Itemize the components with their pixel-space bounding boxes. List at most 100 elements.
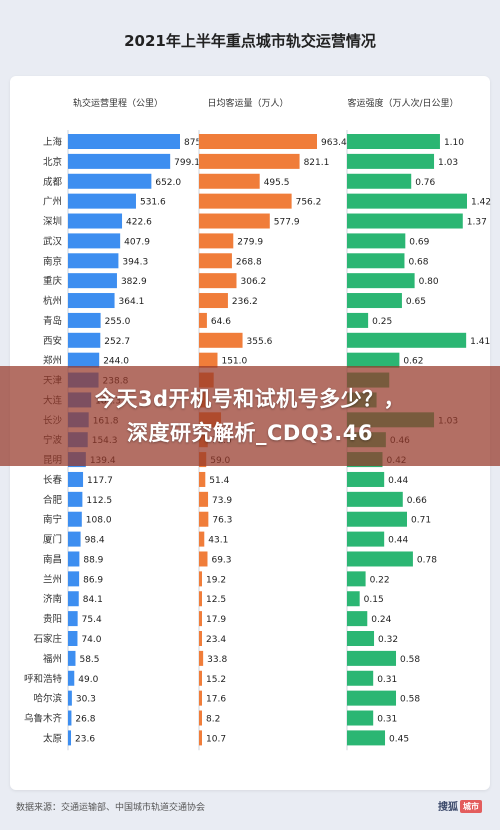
bar [199,134,317,149]
bar [347,491,403,507]
data-label: 0.65 [406,297,426,307]
bar [347,551,413,567]
bar [199,253,232,269]
logo-text: 搜狐 [438,802,458,813]
bar [68,273,117,289]
category-label: 青岛 [43,315,62,327]
bar [199,233,234,249]
data-label: 0.58 [400,695,420,705]
bar [68,571,80,587]
data-label: 756.2 [296,198,322,208]
category-label: 呼和浩特 [24,673,63,685]
bar [347,332,467,348]
data-label: 306.2 [241,277,267,287]
bar [68,471,84,487]
data-label: 12.5 [206,595,226,605]
data-label: 279.9 [237,237,263,247]
bar [347,293,402,309]
bar [68,134,180,149]
headline-banner[interactable]: 今天3d开机号和试机号多少？， 深度研究解析_CDQ3.46 [0,366,500,466]
bar [68,690,72,706]
data-label: 108.0 [86,516,112,526]
data-label: 151.0 [221,357,247,367]
bar [68,352,100,368]
data-label: 30.3 [76,695,96,705]
series-header-3: 客运强度（万人次/日公里） [347,97,458,109]
data-label: 0.78 [417,555,437,565]
bar [199,591,202,607]
bar [199,213,270,229]
category-label: 兰州 [43,573,62,585]
data-label: 98.4 [85,536,105,546]
category-label: 合肥 [43,494,63,506]
category-label: 太原 [43,732,62,744]
data-label: 364.1 [119,297,145,307]
category-label: 哈尔滨 [33,693,62,705]
headline-line-1: 今天3d开机号和试机号多少？， [94,387,406,411]
bar [347,312,369,328]
bar [199,193,292,209]
category-label: 南京 [43,255,62,267]
data-label: 244.0 [103,357,129,367]
bar [68,213,123,229]
data-label: 10.7 [206,734,226,744]
data-label: 382.9 [121,277,147,287]
category-label: 长春 [43,474,63,486]
data-label: 112.5 [86,496,112,506]
bar [199,670,202,686]
bar [199,730,202,746]
bar [347,273,415,289]
data-label: 495.5 [264,178,290,188]
data-label: 1.41 [470,337,490,347]
bar [68,253,119,269]
category-label: 广州 [43,196,62,208]
bar [347,511,407,527]
data-label: 75.4 [82,615,102,625]
bar [199,273,237,289]
category-label: 北京 [43,156,62,168]
data-label: 0.44 [388,476,408,486]
data-label: 0.15 [364,595,384,605]
bar [68,631,78,646]
data-label: 1.37 [467,218,487,228]
data-label: 1.10 [444,138,464,148]
data-label: 23.6 [75,734,95,744]
category-label: 石家庄 [33,633,62,645]
data-label: 74.0 [81,635,101,645]
bar [68,710,72,726]
data-label: 26.8 [75,715,95,725]
data-label: 407.9 [124,237,150,247]
data-label: 0.25 [372,317,392,327]
data-label: 531.6 [140,198,166,208]
data-label: 0.69 [409,237,429,247]
data-label: 0.58 [400,655,420,665]
data-label: 69.3 [211,555,231,565]
data-label: 875.9 [184,138,210,148]
bar [347,253,405,269]
category-label: 乌鲁木齐 [24,713,63,725]
data-label: 1.42 [471,198,491,208]
bar [68,531,81,547]
data-label: 64.6 [211,317,231,327]
data-label: 821.1 [304,158,330,168]
data-label: 0.44 [388,536,408,546]
bar [347,134,440,149]
series-header-2: 日均客运量（万人） [207,97,288,109]
data-label: 8.2 [206,715,220,725]
bar [68,312,101,328]
data-label: 0.68 [408,257,428,267]
bar [347,352,400,368]
data-label: 15.2 [206,675,226,685]
category-label: 成都 [43,176,63,188]
data-label: 88.9 [83,555,103,565]
data-label: 17.6 [206,695,226,705]
category-label: 南宁 [43,514,62,526]
data-label: 255.0 [105,317,131,327]
data-label: 49.0 [78,675,98,685]
bar [347,670,374,686]
bar [199,631,202,646]
bar [199,293,228,309]
data-label: 577.9 [274,218,300,228]
bar [68,193,136,209]
bar [68,730,72,746]
